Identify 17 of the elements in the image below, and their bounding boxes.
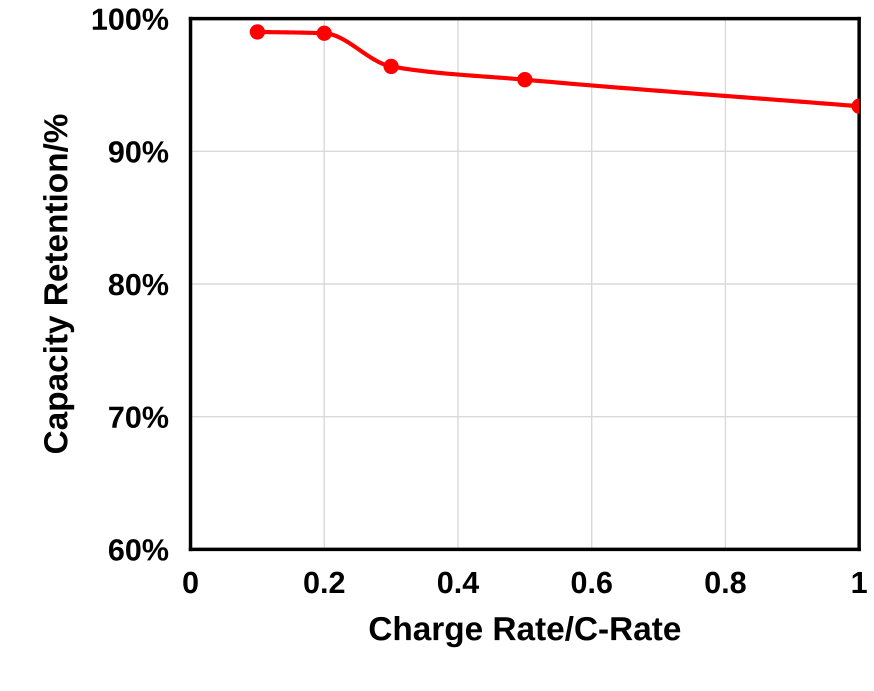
y-tick-label: 80% [108, 274, 168, 296]
y-tick-label: 90% [108, 141, 168, 163]
x-tick-label: 0.2 [304, 572, 344, 594]
point [316, 26, 332, 41]
y-axis-title: Capacity Retention/% [43, 114, 74, 454]
point [383, 58, 399, 74]
y-tick-label: 70% [109, 406, 168, 428]
y-tick-label: 100% [92, 8, 168, 30]
x-axis-title: Charge Rate/C-Rate [370, 616, 680, 648]
x-tick-label: 0.4 [438, 572, 480, 594]
x-tick-label: 0.8 [705, 572, 746, 594]
y-tick-label: 60% [108, 539, 168, 561]
point [517, 72, 532, 88]
x-tick-label: 1 [852, 572, 867, 594]
x-tick-label: 0.6 [572, 572, 612, 594]
x-tick-label: 0 [183, 572, 198, 594]
point [250, 24, 266, 40]
